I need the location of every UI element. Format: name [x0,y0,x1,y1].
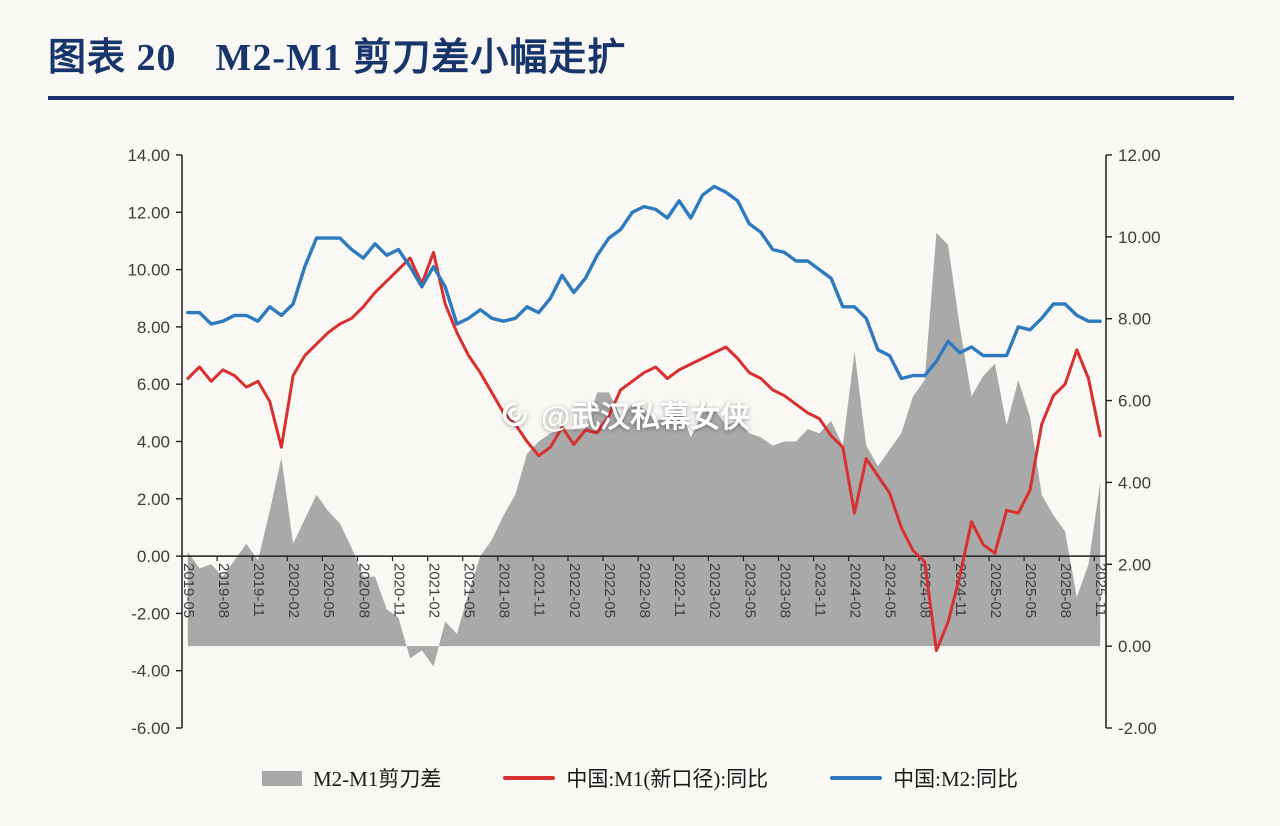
svg-text:4.00: 4.00 [137,433,170,452]
svg-text:2023-05: 2023-05 [741,563,758,618]
svg-text:6.00: 6.00 [1118,392,1151,411]
svg-text:2020-02: 2020-02 [285,563,302,618]
svg-text:2023-02: 2023-02 [706,563,723,618]
svg-text:2.00: 2.00 [137,490,170,509]
chart-title: 图表 20 M2-M1 剪刀差小幅走扩 [48,37,627,79]
svg-text:2022-05: 2022-05 [601,563,618,618]
svg-text:0.00: 0.00 [137,547,170,566]
svg-text:2025-02: 2025-02 [987,563,1004,618]
svg-text:2021-08: 2021-08 [496,563,513,618]
svg-text:2019-05: 2019-05 [180,563,197,618]
svg-text:-2.00: -2.00 [1118,719,1157,738]
svg-text:2024-11: 2024-11 [952,563,969,617]
svg-text:4.00: 4.00 [1118,473,1151,492]
svg-text:2025-11: 2025-11 [1092,563,1109,617]
svg-text:8.00: 8.00 [137,318,170,337]
svg-text:2.00: 2.00 [1118,555,1151,574]
svg-text:2024-02: 2024-02 [847,563,864,618]
svg-text:2021-11: 2021-11 [531,563,548,617]
svg-text:2022-11: 2022-11 [671,563,688,617]
svg-text:2021-05: 2021-05 [461,563,478,618]
svg-text:10.00: 10.00 [127,261,170,280]
chart-legend: M2-M1剪刀差 中国:M1(新口径):同比 中国:M2:同比 [0,763,1280,793]
svg-text:2019-11: 2019-11 [250,563,267,617]
legend-item-m2: 中国:M2:同比 [830,763,1018,793]
svg-text:14.00: 14.00 [127,146,170,165]
svg-text:2023-11: 2023-11 [811,563,828,617]
legend-item-m1: 中国:M1(新口径):同比 [503,763,768,793]
svg-text:2022-02: 2022-02 [566,563,583,618]
svg-text:8.00: 8.00 [1118,310,1151,329]
svg-text:6.00: 6.00 [137,375,170,394]
svg-text:-6.00: -6.00 [131,719,170,738]
svg-text:12.00: 12.00 [1118,146,1161,165]
legend-label: 中国:M1(新口径):同比 [566,767,769,791]
svg-text:2022-08: 2022-08 [636,563,653,618]
svg-text:2023-08: 2023-08 [776,563,793,618]
legend-label: M2-M1剪刀差 [312,767,442,791]
legend-swatch-m2-line [830,776,883,780]
svg-text:2021-02: 2021-02 [425,563,442,618]
svg-text:2025-08: 2025-08 [1057,563,1074,618]
svg-text:2024-05: 2024-05 [882,563,899,618]
svg-text:10.00: 10.00 [1118,228,1161,247]
svg-text:-2.00: -2.00 [131,604,170,623]
title-divider [48,96,1234,100]
svg-text:12.00: 12.00 [127,203,170,222]
svg-text:2025-05: 2025-05 [1022,563,1039,618]
legend-swatch-area [261,770,302,786]
legend-swatch-m1-line [503,776,556,780]
svg-text:2020-08: 2020-08 [355,563,372,618]
svg-text:2020-05: 2020-05 [320,563,337,618]
legend-item-gap: M2-M1剪刀差 [261,763,442,793]
svg-text:0.00: 0.00 [1118,637,1151,656]
svg-text:-4.00: -4.00 [131,662,170,681]
svg-text:2019-08: 2019-08 [215,563,232,618]
legend-label: 中国:M2:同比 [893,767,1018,791]
svg-text:2020-11: 2020-11 [390,563,407,617]
